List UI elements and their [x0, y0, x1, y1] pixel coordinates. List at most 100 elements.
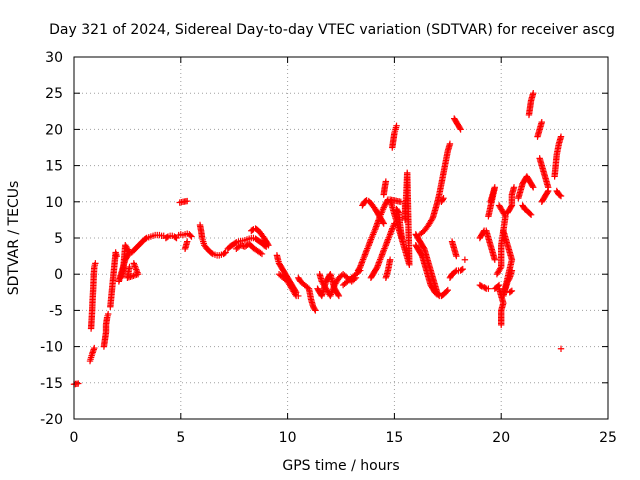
y-tick-label: 30	[45, 50, 63, 66]
data-point	[498, 321, 505, 329]
data-point	[172, 234, 179, 241]
data-point	[538, 118, 545, 126]
data-point	[295, 292, 302, 300]
data-point	[443, 288, 450, 295]
data-point	[380, 204, 387, 211]
data-point	[477, 282, 485, 289]
y-tick-label: 10	[45, 195, 63, 211]
data-point	[163, 234, 171, 241]
data-point	[497, 265, 504, 272]
data-point	[507, 203, 515, 210]
data-point	[485, 285, 492, 292]
data-point	[75, 380, 82, 387]
x-tick-label: 5	[176, 430, 185, 446]
data-point	[556, 192, 564, 199]
data-point	[526, 210, 534, 217]
data-point	[397, 198, 405, 205]
data-point	[208, 250, 215, 257]
data-point	[459, 265, 466, 273]
data-point	[312, 307, 319, 314]
data-point	[126, 263, 133, 271]
y-tick-label: 5	[54, 231, 63, 247]
data-point	[187, 232, 194, 239]
data-point	[458, 266, 465, 274]
data-points	[70, 90, 565, 388]
y-tick-label: -20	[40, 412, 63, 428]
data-point	[311, 305, 318, 313]
data-point	[495, 281, 503, 289]
data-point	[452, 268, 459, 275]
data-point	[382, 178, 390, 185]
grid-lines	[74, 57, 608, 419]
data-point	[432, 290, 440, 297]
data-point	[440, 194, 447, 202]
chart-title: Day 321 of 2024, Sidereal Day-to-day VTE…	[49, 22, 615, 38]
x-axis-label: GPS time / hours	[282, 458, 399, 474]
data-point	[433, 291, 441, 298]
data-point	[113, 252, 120, 260]
data-point	[481, 284, 489, 292]
data-point	[457, 126, 464, 133]
data-point	[461, 256, 469, 263]
data-point	[496, 203, 504, 210]
data-point	[428, 215, 436, 223]
x-tick-labels: 0 5 10 15 20 25	[70, 430, 617, 446]
data-point	[188, 233, 195, 240]
data-point	[444, 286, 451, 294]
data-point	[530, 184, 537, 191]
data-point	[544, 188, 551, 196]
data-point	[508, 287, 516, 295]
data-point	[104, 310, 112, 318]
data-point	[222, 249, 229, 256]
data-point	[381, 202, 388, 210]
data-point	[264, 240, 271, 248]
data-point	[184, 197, 191, 205]
y-tick-label: -5	[49, 303, 63, 319]
data-point	[258, 250, 266, 258]
data-point	[393, 122, 400, 129]
data-point	[334, 291, 342, 298]
data-point	[494, 282, 502, 290]
y-tick-label: 0	[54, 267, 63, 283]
y-tick-labels: -20 -15 -10 -5 0 5 10 15 20 25 30	[40, 50, 63, 428]
x-tick-label: 15	[385, 430, 403, 446]
data-point	[117, 274, 125, 282]
y-tick-label: 15	[45, 159, 63, 175]
data-point	[544, 187, 552, 195]
data-point	[292, 291, 299, 298]
y-tick-label: -15	[40, 376, 63, 392]
data-point	[530, 90, 537, 97]
data-point	[335, 292, 343, 300]
data-point	[557, 345, 565, 352]
x-tick-label: 10	[279, 430, 297, 446]
data-point	[507, 288, 515, 295]
data-point	[456, 124, 464, 132]
data-point	[495, 202, 503, 209]
data-point	[491, 256, 498, 263]
y-tick-label: -10	[40, 340, 63, 356]
data-point	[453, 252, 460, 260]
data-point	[529, 182, 536, 190]
data-point	[386, 256, 394, 263]
data-point	[379, 219, 387, 226]
data-point	[380, 220, 387, 227]
x-tick-label: 25	[599, 430, 617, 446]
data-point	[527, 211, 535, 219]
data-point	[249, 226, 256, 234]
x-tick-label: 20	[492, 430, 510, 446]
x-tick-label: 0	[70, 430, 79, 446]
data-point	[91, 344, 98, 352]
data-point	[510, 184, 518, 191]
data-point	[446, 140, 454, 148]
data-point	[439, 196, 447, 203]
data-point	[142, 235, 149, 242]
data-point	[257, 249, 264, 257]
data-point	[485, 213, 492, 220]
data-point	[557, 133, 565, 140]
y-tick-label: 20	[45, 122, 63, 138]
data-point	[265, 242, 272, 249]
y-tick-label: 25	[45, 86, 63, 102]
y-axis-label: SDTVAR / TECUs	[6, 181, 22, 296]
plot-frame	[73, 56, 609, 420]
